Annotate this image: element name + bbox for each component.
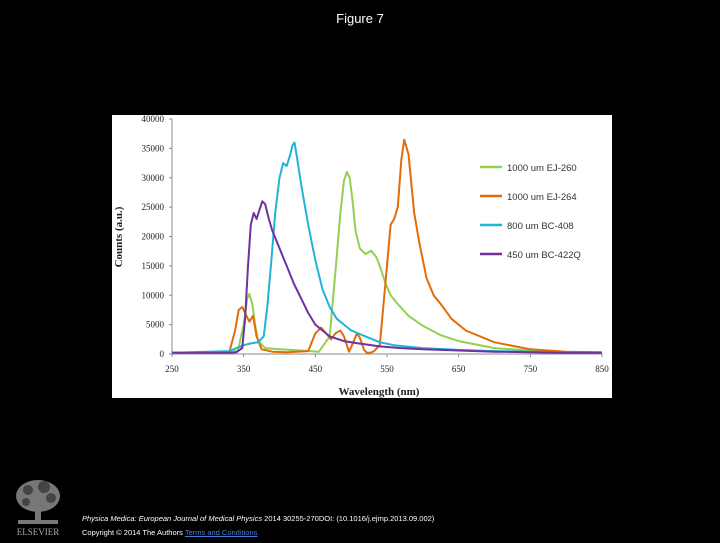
series-line-2: [171, 138, 603, 354]
citation: Physica Medica: European Journal of Medi…: [82, 514, 434, 523]
x-tick-label: 650: [452, 364, 466, 374]
legend-entry: 800 um BC-408: [507, 221, 574, 232]
y-tick-label: 0: [160, 349, 165, 359]
y-tick-label: 35000: [142, 143, 165, 153]
x-tick-label: 550: [380, 364, 394, 374]
x-tick-label: 850: [595, 364, 609, 374]
y-tick-label: 30000: [142, 173, 165, 183]
elsevier-tree-icon: ELSEVIER: [6, 474, 70, 538]
x-tick-label: 450: [309, 364, 323, 374]
legend-entry: 1000 um EJ-264: [507, 192, 577, 203]
y-tick-label: 10000: [142, 290, 165, 300]
figure-title: Figure 7: [336, 11, 384, 26]
elsevier-logo: ELSEVIER: [6, 474, 70, 538]
x-tick-label: 750: [524, 364, 538, 374]
copyright-text: Copyright © 2014 The Authors: [82, 528, 183, 537]
y-tick-label: 25000: [142, 202, 165, 212]
journal-name: Physica Medica: European Journal of Medi…: [82, 514, 263, 523]
legend-entry: 450 um BC-422Q: [507, 250, 581, 261]
x-tick-label: 250: [165, 364, 179, 374]
chart-panel: 0 5000 10000 15000 20000 25000 30000 35000 40000…: [112, 115, 612, 398]
y-tick-label: 15000: [142, 261, 165, 271]
legend-entry: 1000 um EJ-260: [507, 163, 577, 174]
y-tick-label: 40000: [142, 115, 165, 124]
series-line-4: [172, 200, 602, 354]
emission-spectra-chart: 0 5000 10000 15000 20000 25000 30000 35000 40000…: [113, 115, 609, 398]
logo-text: ELSEVIER: [17, 527, 60, 537]
terms-link[interactable]: Terms and Conditions: [184, 528, 258, 537]
x-axis-label: Wavelength (nm): [339, 386, 420, 398]
y-axis-label: Counts (a.u.): [113, 206, 125, 267]
y-tick-label: 5000: [146, 320, 165, 330]
series-line-1: [172, 170, 603, 354]
copyright-line: Copyright © 2014 The Authors Terms and C…: [82, 528, 257, 537]
series-line-3: [171, 141, 603, 354]
citation-details: 2014 30255-270DOI: (10.1016/j.ejmp.2013.…: [262, 514, 435, 523]
y-tick-label: 20000: [142, 232, 165, 242]
x-tick-label: 350: [237, 364, 251, 374]
